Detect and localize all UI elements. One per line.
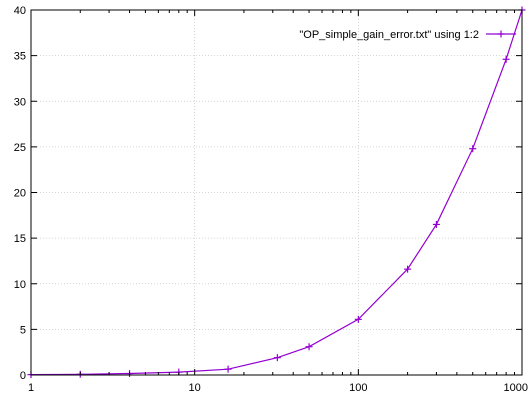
- x-tick-label: 10: [189, 382, 201, 394]
- y-tick-label: 0: [20, 370, 26, 382]
- data-point-marker: [305, 343, 313, 351]
- y-tick-label: 25: [14, 142, 26, 154]
- data-point-marker: [404, 265, 412, 273]
- legend-sample-marker: [497, 30, 505, 38]
- grid-lines: [31, 10, 522, 375]
- data-point-marker: [354, 315, 362, 323]
- y-tick-label: 15: [14, 233, 26, 245]
- legend-label: "OP_simple_gain_error.txt" using 1:2: [299, 29, 479, 41]
- y-tick-label: 20: [14, 188, 26, 200]
- x-tick-label: 1000: [504, 382, 528, 394]
- data-point-marker: [224, 365, 232, 373]
- y-tick-label: 40: [14, 5, 26, 17]
- y-tick-label: 5: [20, 324, 26, 336]
- tick-marks: [30, 9, 523, 376]
- data-point-marker: [432, 220, 440, 228]
- y-tick-label: 35: [14, 51, 26, 63]
- data-point-marker: [502, 55, 510, 63]
- y-tick-label: 10: [14, 279, 26, 291]
- tick-labels: 0 5 10 15 20 25 30 35 40 1 10 100 1000: [14, 5, 528, 394]
- data-point-marker: [469, 145, 477, 153]
- legend: "OP_simple_gain_error.txt" using 1:2: [299, 29, 516, 41]
- x-tick-label: 100: [349, 382, 367, 394]
- data-point-marker: [273, 354, 281, 362]
- x-tick-label: 1: [28, 382, 34, 394]
- y-tick-label: 30: [14, 96, 26, 108]
